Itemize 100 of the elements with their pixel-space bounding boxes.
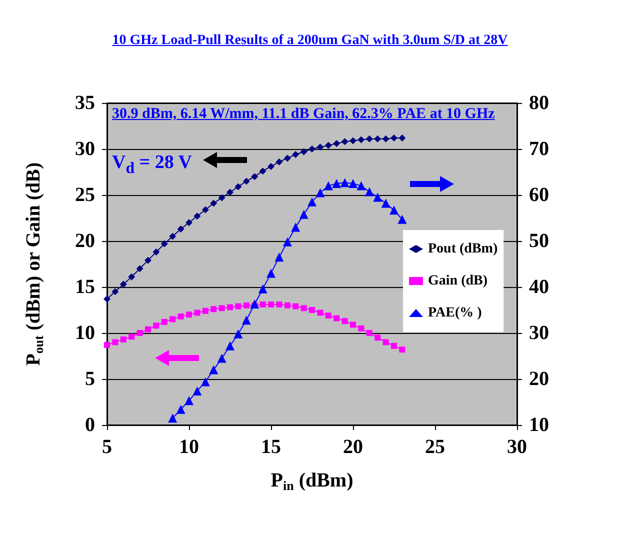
point: [308, 197, 316, 206]
point: [276, 301, 282, 308]
point: [194, 212, 201, 220]
point: [292, 303, 299, 310]
point: [136, 265, 144, 272]
y2-tick-label: 40: [529, 276, 549, 298]
point: [104, 342, 110, 348]
point: [358, 136, 365, 144]
point: [391, 342, 397, 349]
point: [192, 386, 202, 396]
point: [234, 183, 242, 190]
y2-tick-label: 80: [529, 92, 549, 114]
y-tick-label: 35: [75, 92, 95, 114]
point: [274, 252, 284, 262]
point: [316, 144, 324, 151]
point: [358, 325, 364, 332]
point: [350, 322, 356, 328]
point: [382, 339, 389, 346]
point: [340, 178, 350, 188]
point: [316, 188, 325, 198]
point: [242, 316, 251, 325]
point: [120, 280, 127, 288]
x-tick-label: 30: [507, 436, 527, 458]
point: [242, 178, 250, 185]
legend-label: Gain (dB): [428, 274, 488, 288]
point: [348, 179, 358, 188]
point: [250, 300, 260, 309]
point: [251, 173, 258, 180]
point: [324, 181, 333, 190]
point: [235, 303, 242, 310]
point: [176, 404, 186, 414]
point: [144, 256, 152, 264]
x-tick-label: 10: [179, 436, 199, 458]
y-tick-label: 0: [85, 414, 95, 436]
point: [112, 288, 119, 296]
point: [218, 194, 226, 202]
point: [332, 179, 342, 188]
point: [364, 187, 374, 196]
point: [128, 273, 136, 280]
y-tick-label: 15: [75, 276, 95, 298]
point: [202, 308, 208, 314]
annotation: V$_{d}$ = 28 V: [112, 152, 192, 177]
x-tick-label: 25: [425, 436, 445, 458]
point: [168, 414, 178, 423]
point: [324, 142, 332, 149]
point: [184, 396, 194, 406]
point: [282, 237, 292, 246]
point: [169, 232, 176, 240]
point: [186, 219, 192, 226]
point: [186, 312, 192, 318]
point: [227, 304, 233, 310]
y-tick-label: 10: [75, 322, 95, 344]
point: [243, 302, 250, 308]
point: [152, 248, 160, 256]
point: [366, 135, 373, 142]
point: [145, 326, 151, 332]
point: [341, 138, 348, 146]
point: [374, 135, 382, 142]
point: [218, 305, 225, 312]
point: [334, 315, 340, 322]
point: [398, 214, 407, 224]
point: [217, 354, 226, 363]
point: [356, 181, 366, 190]
y2-tick-label: 10: [529, 414, 549, 436]
point: [268, 162, 274, 170]
point: [112, 339, 118, 346]
point: [284, 154, 291, 162]
point: [136, 330, 143, 336]
y2-tick-label: 60: [529, 184, 549, 206]
point: [333, 140, 340, 147]
point: [153, 322, 160, 329]
point: [373, 192, 382, 202]
point: [226, 188, 234, 196]
y-axis-title: Pout (dBm) or Gain (dB): [22, 162, 46, 366]
point: [202, 206, 209, 214]
point: [260, 301, 266, 308]
y2-tick-label: 30: [529, 322, 549, 344]
point: [210, 306, 217, 312]
point: [342, 318, 348, 324]
point: [317, 310, 324, 316]
point: [268, 301, 274, 308]
point: [210, 200, 218, 207]
y-tick-label: 25: [75, 184, 95, 206]
point: [104, 295, 110, 302]
y2-tick-label: 20: [529, 368, 549, 390]
point: [200, 377, 210, 386]
point: [374, 334, 381, 341]
y-tick-label: 5: [85, 368, 95, 390]
point: [300, 305, 307, 312]
point: [399, 346, 406, 353]
point: [325, 312, 332, 319]
point: [350, 137, 356, 144]
annotation: 30.9 dBm, 6.14 W/mm, 11.1 dB Gain, 62.3% PAE at 10 GHz: [112, 106, 495, 122]
point: [128, 334, 135, 340]
point: [284, 302, 290, 308]
point: [398, 134, 406, 142]
point: [194, 310, 200, 316]
legend-label: Pout (dBm): [428, 242, 498, 256]
point: [276, 158, 283, 166]
point: [234, 329, 243, 338]
